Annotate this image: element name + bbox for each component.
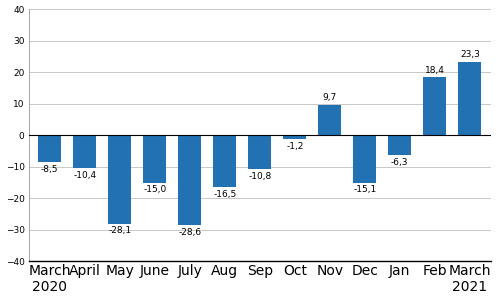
Bar xyxy=(388,135,411,155)
Bar xyxy=(424,77,446,135)
Text: 18,4: 18,4 xyxy=(425,66,444,75)
Text: -28,1: -28,1 xyxy=(108,226,132,236)
Text: 23,3: 23,3 xyxy=(460,50,479,59)
Text: -8,5: -8,5 xyxy=(41,165,58,174)
Text: -1,2: -1,2 xyxy=(286,142,304,151)
Bar xyxy=(354,135,376,183)
Text: -16,5: -16,5 xyxy=(213,190,236,199)
Text: -10,8: -10,8 xyxy=(248,172,272,181)
Bar xyxy=(178,135,201,226)
Text: -10,4: -10,4 xyxy=(73,171,96,180)
Bar xyxy=(74,135,96,168)
Text: -28,6: -28,6 xyxy=(178,228,202,237)
Text: -6,3: -6,3 xyxy=(391,158,408,167)
Bar xyxy=(318,105,341,135)
Bar xyxy=(248,135,271,169)
Bar xyxy=(284,135,306,139)
Text: 9,7: 9,7 xyxy=(322,93,337,102)
Bar xyxy=(108,135,131,224)
Bar xyxy=(144,135,166,183)
Bar xyxy=(458,62,481,135)
Text: -15,0: -15,0 xyxy=(143,185,167,194)
Text: -15,1: -15,1 xyxy=(353,185,376,194)
Bar xyxy=(38,135,61,162)
Bar xyxy=(214,135,236,187)
